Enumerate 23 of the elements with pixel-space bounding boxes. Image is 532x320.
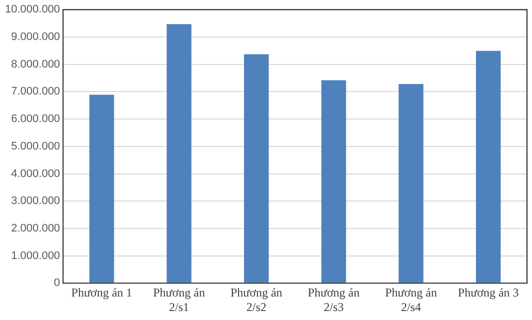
bar xyxy=(244,54,269,283)
x-tick-label: Phương án 2/s1 xyxy=(153,286,205,314)
x-tick-label: Phương án 3 xyxy=(458,286,519,300)
y-tick-label: 8.000.000 xyxy=(11,58,60,70)
y-tick-label: 9.000.000 xyxy=(11,30,60,43)
bar xyxy=(476,50,501,283)
y-tick-label: 0 xyxy=(54,277,60,290)
y-tick-label: 6.000.000 xyxy=(11,113,60,126)
x-tick-label: Phương án 2/s4 xyxy=(385,286,437,314)
y-tick-label: 5.000.000 xyxy=(11,140,60,152)
y-tick-label: 7.000.000 xyxy=(11,86,60,98)
x-tick-label: Phương án 1 xyxy=(71,286,132,300)
x-tick-label: Phương án 2/s2 xyxy=(230,286,282,314)
bar xyxy=(321,80,346,283)
y-tick-label: 2.000.000 xyxy=(11,222,60,235)
bar xyxy=(398,84,424,283)
y-tick-label: 1.000.000 xyxy=(11,250,60,262)
y-tick-label: 4.000.000 xyxy=(11,168,60,180)
x-tick-label: Phương án 2/s3 xyxy=(308,286,360,314)
bar xyxy=(89,94,114,283)
y-tick-label: 3.000.000 xyxy=(11,195,60,208)
bar xyxy=(166,24,192,283)
y-tick-label: 10.000.000 xyxy=(4,4,60,16)
